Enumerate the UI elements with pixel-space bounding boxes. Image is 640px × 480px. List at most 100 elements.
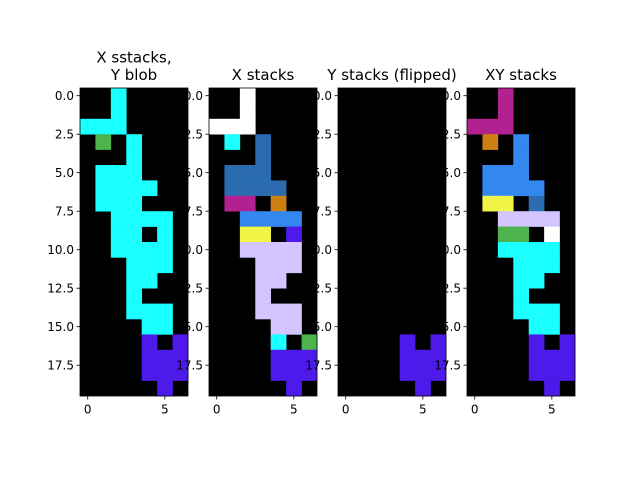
y-tick-label: 5.0 <box>184 166 203 180</box>
heatmap-cell <box>141 365 158 381</box>
heatmap-cell <box>544 303 560 320</box>
heatmap-cell <box>286 380 302 397</box>
y-tick-label: 0.0 <box>55 89 74 103</box>
heatmap-cell <box>110 103 127 120</box>
heatmap-cell <box>126 272 143 289</box>
heatmap-cell <box>110 118 127 135</box>
heatmap-cell <box>528 319 545 335</box>
x-tick-label: 5 <box>548 403 556 417</box>
heatmap-cell <box>126 165 143 181</box>
heatmap-cell <box>497 195 514 212</box>
heatmap-cell <box>172 365 189 381</box>
heatmap-cell <box>497 118 514 135</box>
y-tick-label: 17.5 <box>47 359 74 373</box>
heatmap-cell <box>141 272 158 289</box>
heatmap-cell <box>497 180 514 197</box>
axes-frame <box>79 87 189 397</box>
heatmap-cells <box>467 88 576 397</box>
heatmap-cell <box>126 288 143 304</box>
y-tick-label: 2.5 <box>184 128 203 142</box>
heatmap-cells <box>80 88 189 397</box>
heatmap-cell <box>528 303 545 320</box>
y-tick-label: 17.5 <box>305 359 332 373</box>
heatmap-cell <box>141 242 158 258</box>
heatmap-cell <box>528 349 545 366</box>
y-tick-label: 7.5 <box>55 205 74 219</box>
heatmap-cell <box>544 242 560 258</box>
heatmap-cell <box>239 118 256 135</box>
y-tick-label: 15.0 <box>47 320 74 334</box>
y-tick-label: 0.0 <box>442 89 461 103</box>
heatmap-cell <box>513 165 530 181</box>
x-tick-label: 5 <box>161 403 169 417</box>
y-tick-label: 5.0 <box>442 166 461 180</box>
heatmap-cell <box>255 257 272 274</box>
heatmap-cell <box>286 365 302 381</box>
heatmap-cell <box>430 349 447 366</box>
heatmap-cell <box>497 165 514 181</box>
heatmap-cells <box>399 334 447 397</box>
y-tick-label: 12.5 <box>305 282 332 296</box>
heatmap-cell <box>172 349 189 366</box>
heatmap-cell <box>255 165 272 181</box>
y-tick-label: 5.0 <box>313 166 332 180</box>
heatmap-cell <box>255 288 272 304</box>
heatmap-cell <box>141 319 158 335</box>
heatmap-cell <box>270 349 287 366</box>
heatmap-cell <box>239 242 256 258</box>
heatmap-cell <box>270 334 287 351</box>
heatmap-cell <box>513 242 530 258</box>
y-tick-label: 0.0 <box>313 89 332 103</box>
heatmap-cell <box>559 334 576 351</box>
heatmap-cell <box>544 257 560 274</box>
y-tick-label: 12.5 <box>47 282 74 296</box>
heatmap-cell <box>528 180 545 197</box>
heatmap-cell <box>513 226 530 243</box>
heatmap-cell <box>110 165 127 181</box>
heatmap-cell <box>528 257 545 274</box>
heatmap-cell <box>467 118 483 135</box>
x-tick-label: 5 <box>419 403 427 417</box>
heatmap-cell <box>141 211 158 227</box>
heatmap-cell <box>301 365 318 381</box>
heatmap-cell <box>157 380 173 397</box>
y-tick-label: 7.5 <box>442 205 461 219</box>
heatmap-cell <box>239 226 256 243</box>
y-tick-label: 10.0 <box>305 243 332 257</box>
heatmap-cell <box>497 103 514 120</box>
heatmap-cell <box>270 272 287 289</box>
heatmap-cell <box>286 242 302 258</box>
heatmap-cell <box>224 134 241 150</box>
heatmap-cell <box>126 257 143 274</box>
heatmap-cell <box>172 334 189 351</box>
heatmap-cell <box>141 257 158 274</box>
y-tick-label: 17.5 <box>434 359 461 373</box>
heatmap-cell <box>80 118 96 135</box>
heatmap-cell <box>255 303 272 320</box>
heatmap-cell <box>157 211 173 227</box>
axes-frame <box>466 87 576 397</box>
heatmap-cell <box>415 380 431 397</box>
heatmap-cell <box>239 195 256 212</box>
heatmap-cell <box>544 380 560 397</box>
heatmap-cell <box>544 211 560 227</box>
y-tick-label: 2.5 <box>442 128 461 142</box>
heatmap-cell <box>95 195 112 212</box>
heatmap-cell <box>157 257 173 274</box>
heatmap-cell <box>255 149 272 166</box>
y-tick-label: 12.5 <box>434 282 461 296</box>
heatmap-cell <box>482 134 499 150</box>
heatmap-cell <box>513 288 530 304</box>
heatmap-cell <box>482 195 499 212</box>
heatmap-cell <box>126 211 143 227</box>
heatmap-cell <box>513 134 530 150</box>
heatmap-cell <box>141 180 158 197</box>
heatmap-cell <box>126 303 143 320</box>
heatmap-cell <box>497 211 514 227</box>
heatmap-cell <box>239 103 256 120</box>
y-tick-label: 5.0 <box>55 166 74 180</box>
heatmap-cell <box>528 272 545 289</box>
subplot-1: 0.0 2.5 5.0 7.5 10.0 12.5 15.0 17.5 0 5 X sstacks,… <box>47 49 189 417</box>
y-tick-label: 17.5 <box>176 359 203 373</box>
